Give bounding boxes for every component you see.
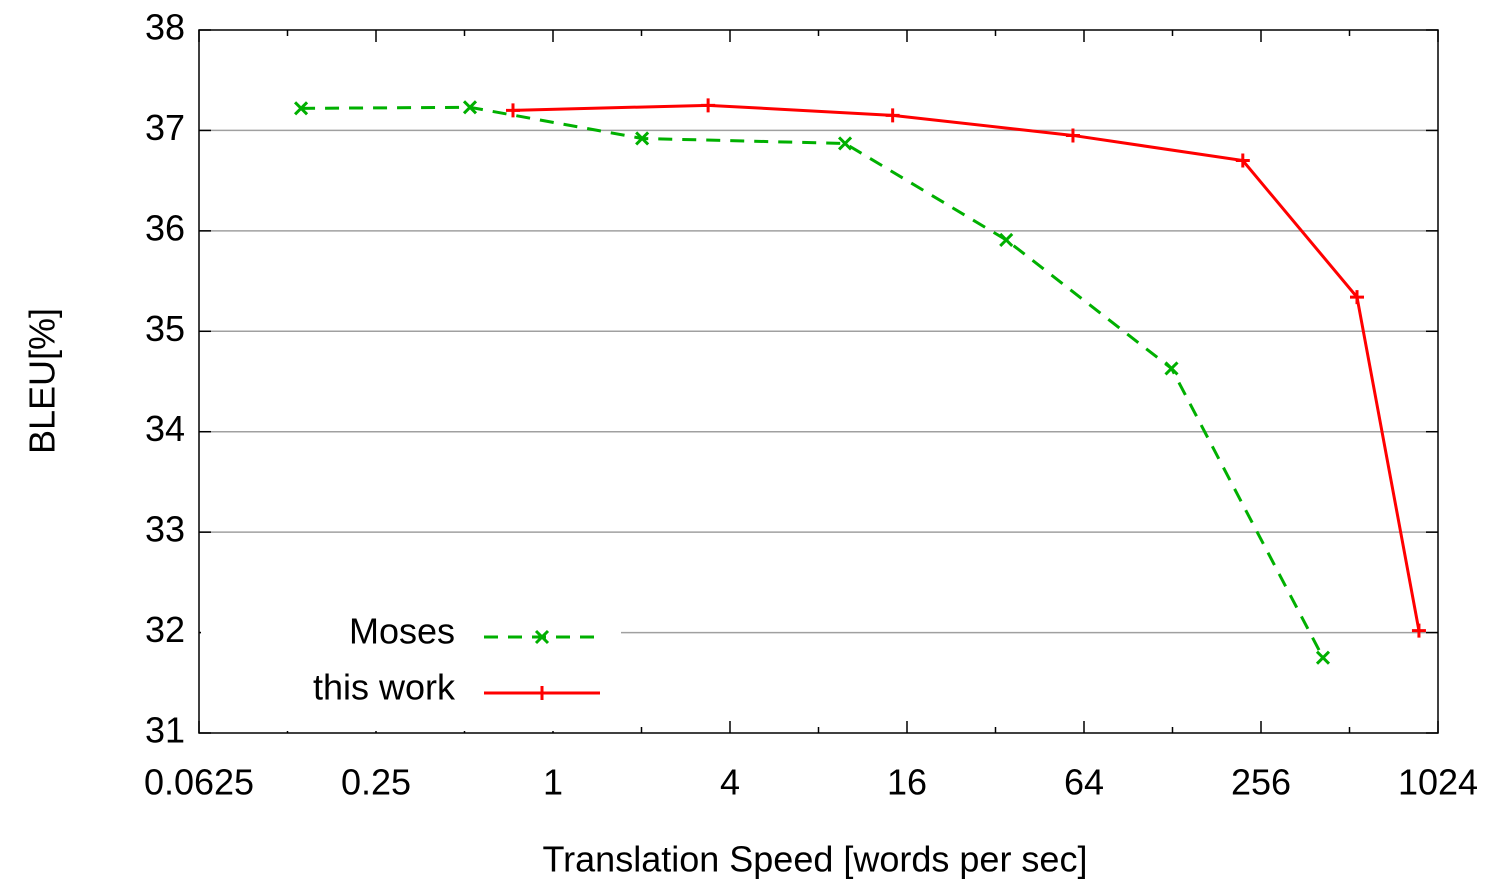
plot-frame: [198, 29, 1439, 734]
y-tick-label: 36: [145, 207, 185, 248]
marker: [1235, 153, 1250, 168]
x-tick-label: 0.0625: [144, 762, 254, 803]
marker: [505, 103, 520, 118]
x-tick-label: 4: [720, 762, 740, 803]
x-tick-label: 1024: [1398, 762, 1478, 803]
x-tick-label: 64: [1064, 762, 1104, 803]
marker: [885, 108, 900, 123]
series-line: [512, 103, 1421, 631]
series-line: [301, 105, 1325, 659]
x-tick-label: 256: [1231, 762, 1291, 803]
marker: [1164, 361, 1179, 376]
marker: [999, 232, 1014, 247]
marker: [534, 629, 550, 645]
y-axis-label: BLEU[%]: [22, 308, 63, 454]
marker: [1315, 650, 1331, 665]
y-tick-label: 33: [145, 509, 185, 550]
legend-box: [201, 605, 621, 731]
marker: [838, 136, 853, 151]
y-tick-label: 34: [145, 408, 185, 449]
marker: [701, 98, 716, 113]
x-tick-label: 0.25: [341, 762, 411, 803]
y-tick-label: 32: [145, 609, 185, 650]
x-axis-label: Translation Speed [words per sec]: [543, 839, 1088, 880]
x-tick-label: 16: [887, 762, 927, 803]
marker: [1411, 623, 1426, 638]
marker: [1065, 128, 1080, 143]
legend-label: Moses: [349, 611, 455, 652]
y-tick-label: 37: [145, 107, 185, 148]
marker: [293, 101, 309, 116]
marker: [462, 100, 478, 115]
legend-label: this work: [313, 667, 456, 708]
marker: [535, 686, 549, 700]
y-tick-label: 35: [145, 308, 185, 349]
y-tick-label: 31: [145, 710, 185, 751]
marker: [635, 131, 650, 146]
marker: [1350, 290, 1365, 305]
y-tick-label: 38: [145, 7, 185, 48]
x-tick-label: 1: [543, 762, 563, 803]
